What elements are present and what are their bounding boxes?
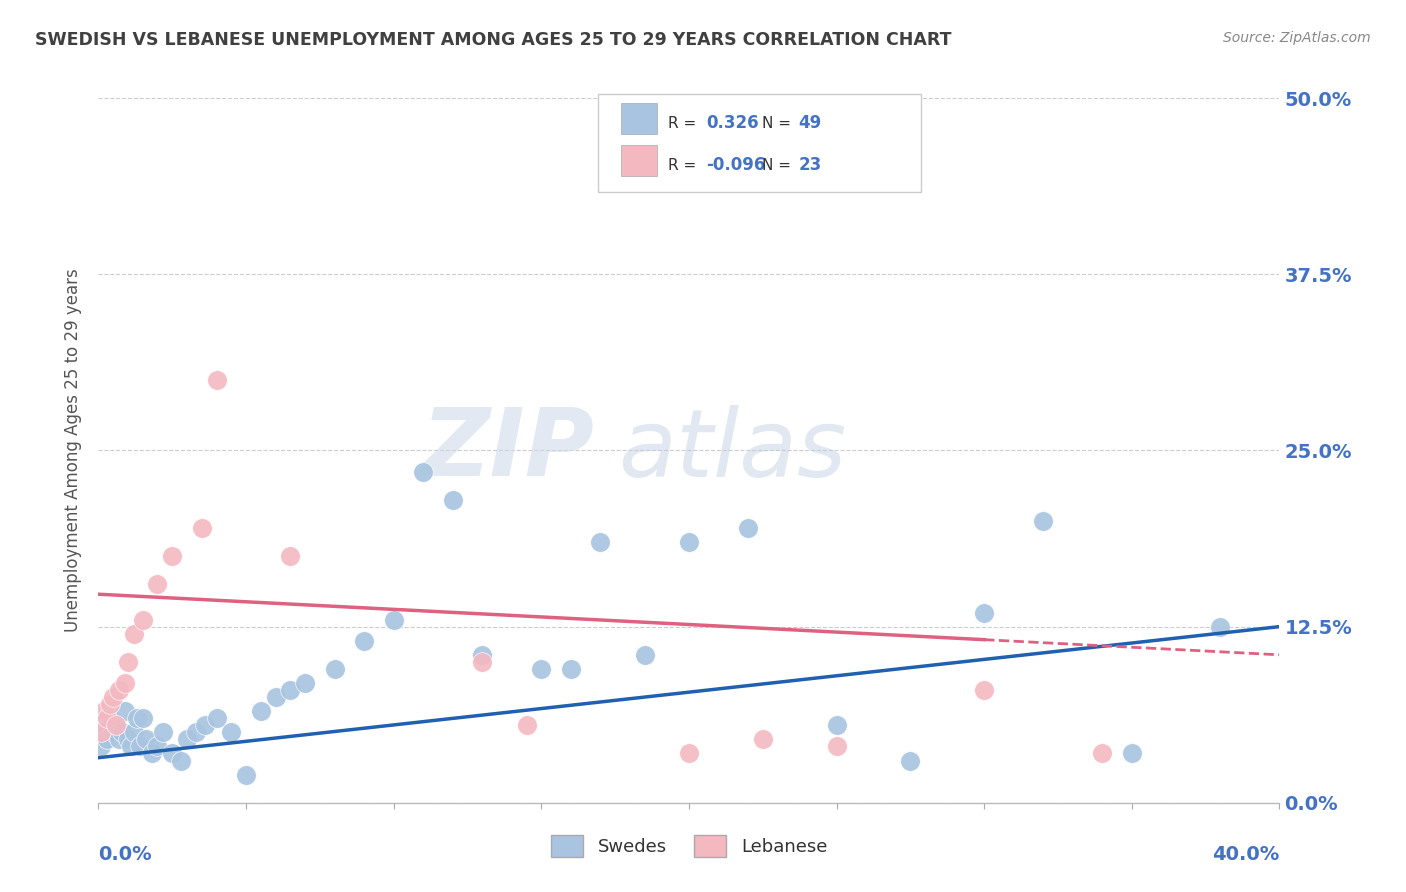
Point <box>294 676 316 690</box>
Point <box>1121 747 1143 761</box>
Point <box>825 718 848 732</box>
Point <box>250 704 273 718</box>
Point <box>280 683 302 698</box>
Point <box>280 549 302 564</box>
Point <box>752 732 775 747</box>
Point <box>471 655 494 669</box>
Point <box>132 711 155 725</box>
Point <box>323 662 346 676</box>
Text: Source: ZipAtlas.com: Source: ZipAtlas.com <box>1223 31 1371 45</box>
Text: -0.096: -0.096 <box>706 156 765 174</box>
Point <box>146 739 169 754</box>
Point <box>1209 619 1232 633</box>
Legend: Swedes, Lebanese: Swedes, Lebanese <box>544 828 834 864</box>
Point <box>128 739 150 754</box>
Point <box>353 633 375 648</box>
Point <box>678 535 700 549</box>
Point <box>103 725 125 739</box>
Text: ZIP: ZIP <box>422 404 595 497</box>
Point <box>117 732 139 747</box>
Point <box>737 521 759 535</box>
Text: 40.0%: 40.0% <box>1212 845 1279 864</box>
Point <box>825 739 848 754</box>
Point <box>678 747 700 761</box>
Point <box>108 732 131 747</box>
Point <box>205 373 228 387</box>
Point <box>103 690 125 705</box>
Point <box>1091 747 1114 761</box>
Point <box>98 697 121 711</box>
Point <box>184 725 207 739</box>
Point <box>191 521 214 535</box>
Point <box>194 718 217 732</box>
Point <box>98 711 121 725</box>
Point <box>90 725 112 739</box>
Text: N =: N = <box>762 158 796 172</box>
Point <box>973 606 995 620</box>
Point <box>264 690 287 705</box>
Point <box>205 711 228 725</box>
Text: atlas: atlas <box>619 405 846 496</box>
Point <box>589 535 612 549</box>
Point <box>412 465 434 479</box>
Point <box>973 683 995 698</box>
Text: N =: N = <box>762 116 796 130</box>
Point <box>122 626 145 640</box>
Text: 0.326: 0.326 <box>706 114 758 132</box>
Point <box>530 662 553 676</box>
Text: 0.0%: 0.0% <box>98 845 152 864</box>
Point <box>93 718 115 732</box>
Point <box>152 725 174 739</box>
Point <box>471 648 494 662</box>
Text: SWEDISH VS LEBANESE UNEMPLOYMENT AMONG AGES 25 TO 29 YEARS CORRELATION CHART: SWEDISH VS LEBANESE UNEMPLOYMENT AMONG A… <box>35 31 952 49</box>
Point <box>108 683 131 698</box>
Point <box>96 711 118 725</box>
Point <box>125 711 148 725</box>
Text: 23: 23 <box>799 156 823 174</box>
Point <box>900 754 922 768</box>
Point <box>235 767 257 781</box>
Point <box>221 725 243 739</box>
Point <box>162 549 183 564</box>
Text: R =: R = <box>668 116 702 130</box>
Text: R =: R = <box>668 158 702 172</box>
Point <box>634 648 657 662</box>
Point <box>105 718 128 732</box>
Point <box>135 732 157 747</box>
Point <box>382 613 405 627</box>
Point <box>560 662 582 676</box>
Point <box>162 747 183 761</box>
Point <box>105 718 128 732</box>
Point <box>111 725 134 739</box>
Point <box>1032 514 1054 528</box>
Point <box>141 747 163 761</box>
Point <box>122 725 145 739</box>
Point <box>441 492 464 507</box>
Point <box>146 577 169 591</box>
Point <box>114 676 136 690</box>
Point <box>93 704 115 718</box>
Point <box>120 739 142 754</box>
Y-axis label: Unemployment Among Ages 25 to 29 years: Unemployment Among Ages 25 to 29 years <box>65 268 83 632</box>
Point <box>516 718 538 732</box>
Text: 49: 49 <box>799 114 823 132</box>
Point <box>176 732 198 747</box>
Point <box>96 732 118 747</box>
Point <box>132 613 155 627</box>
Point <box>170 754 193 768</box>
Point <box>90 739 112 754</box>
Point <box>114 704 136 718</box>
Point <box>117 655 139 669</box>
